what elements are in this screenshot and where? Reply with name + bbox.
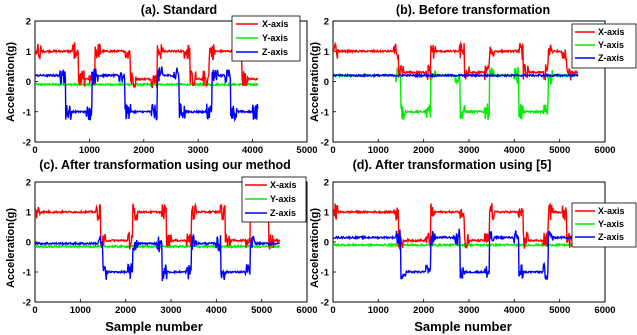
panel-a-ytick-label: 2 [26, 17, 31, 28]
panel-d-xtick-label: 5000 [549, 305, 570, 316]
panel-a-series-y-axis [35, 81, 259, 88]
panel-d-legend-y-label: Y-axis [598, 219, 624, 229]
panel-c-legend: X-axis Y-axis Z-axis [241, 176, 307, 223]
panel-b-series-z-axis [333, 72, 579, 79]
panel-b-title: (b). Before transformation [396, 3, 550, 17]
panel-d-ylabel: Acceleration(g) [309, 208, 321, 288]
panel-b-legend-y-label: Y-axis [598, 40, 624, 50]
panel-d-ytick-label: 1 [324, 208, 330, 219]
panel-b-axes-frame [332, 20, 606, 143]
panel-b: (b). Before transformation Acceleration(… [309, 3, 637, 157]
panel-b-ytick-label: 1 [324, 47, 330, 58]
panel-d-xtick-label: 1000 [368, 305, 389, 316]
panel-c-ytick-label: 2 [26, 178, 31, 189]
panel-d-ytick-label: 0 [324, 238, 329, 249]
panel-a: (a). Standard Acceleration(g) 0 1000 2000 3… [5, 3, 318, 156]
panel-b-xtick-label: 2000 [413, 145, 434, 156]
panel-a-ytick-label: 0 [26, 77, 31, 88]
panel-b-legend-z-label: Z-axis [598, 53, 624, 63]
panel-d-series-z-axis [333, 228, 579, 280]
panel-a-title: (a). Standard [141, 3, 217, 17]
panel-d-ytick-label: 2 [324, 178, 329, 189]
panel-c-ytick-label: -1 [23, 268, 32, 279]
panel-d-legend-x-label: X-axis [598, 206, 625, 216]
panel-c-xlabel: Sample number [105, 319, 203, 334]
panel-b-ylabel: Acceleration(g) [309, 42, 321, 122]
panel-a-xtick-label: 3000 [188, 145, 209, 156]
panel-b-xtick-label: 5000 [549, 145, 570, 156]
panel-a-xtick-label: 2000 [133, 145, 154, 156]
panel-b-legend: X-axis Y-axis Z-axis [571, 23, 637, 69]
panel-d-xtick-label: 6000 [594, 305, 615, 316]
panel-a-legend-x-label: X-axis [262, 19, 289, 29]
panel-c-xtick-label: 4000 [206, 305, 227, 316]
panel-c-xtick-label: 0 [32, 305, 37, 316]
panel-d-legend: X-axis Y-axis Z-axis [571, 202, 637, 248]
panel-b-series-x-axis [333, 41, 579, 81]
panel-a-ytick-label: 1 [26, 47, 32, 58]
panel-b-xtick-label: 0 [330, 145, 335, 156]
panel-c-legend-z-label: Z-axis [270, 208, 296, 218]
panel-a-ytick-label: -1 [23, 107, 32, 118]
panel-b-ytick-label: 0 [324, 77, 329, 88]
panel-c-ytick-label: 0 [26, 238, 31, 249]
panel-c-ytick-label: 1 [26, 208, 32, 219]
panel-d-ytick-label: -1 [321, 268, 330, 279]
panel-d-xtick-label: 0 [330, 305, 335, 316]
panel-a-series-z-axis [35, 66, 259, 123]
panel-c-ylabel: Acceleration(g) [5, 208, 17, 288]
panel-c: (c). After transformation using our meth… [5, 158, 318, 334]
panel-c-legend-y-label: Y-axis [270, 194, 296, 204]
panel-b-xtick-label: 4000 [504, 145, 525, 156]
panel-c-series-x-axis [35, 202, 281, 250]
panel-c-legend-x-label: X-axis [270, 180, 297, 190]
panel-c-xtick-label: 3000 [160, 305, 181, 316]
panel-a-xtick-label: 1000 [79, 145, 100, 156]
panel-c-xtick-label: 5000 [251, 305, 272, 316]
panel-c-series-z-axis [35, 233, 281, 282]
panel-d-legend-z-label: Z-axis [598, 232, 624, 242]
panel-a-xtick-label: 0 [32, 145, 37, 156]
panel-d-series-x-axis [333, 203, 579, 251]
panel-d-xtick-label: 2000 [413, 305, 434, 316]
panel-a-legend-z-label: Z-axis [262, 47, 288, 57]
panel-a-xtick-label: 5000 [296, 145, 317, 156]
panel-b-xtick-label: 6000 [594, 145, 615, 156]
panel-d-ytick-label: -2 [321, 298, 329, 309]
panel-b-legend-x-label: X-axis [598, 27, 625, 37]
panel-a-legend-y-label: Y-axis [262, 33, 288, 43]
panel-d-xtick-label: 3000 [458, 305, 479, 316]
panel-a-plot: 0 1000 2000 3000 4000 5000 2 1 0 -1 -2 [23, 17, 318, 157]
panel-b-ytick-label: 2 [324, 17, 329, 28]
panel-b-legend-box [571, 23, 637, 69]
panel-c-xtick-label: 1000 [70, 305, 91, 316]
panel-a-xtick-label: 4000 [242, 145, 263, 156]
panel-c-plot: 0 1000 2000 3000 4000 5000 6000 2 1 0 -1 -2 [23, 178, 318, 317]
panel-c-xtick-label: 2000 [115, 305, 136, 316]
panel-c-ytick-label: -2 [23, 298, 31, 309]
panel-a-ylabel: Acceleration(g) [5, 42, 17, 122]
panel-d-xlabel: Sample number [414, 319, 512, 334]
panel-d-title: (d). After transformation using [5] [353, 158, 552, 172]
panel-d: (d). After transformation using [5] Acce… [309, 158, 637, 334]
panel-b-ytick-label: -1 [321, 107, 330, 118]
panel-c-title: (c). After transformation using our meth… [39, 158, 291, 172]
panel-b-xtick-label: 3000 [458, 145, 479, 156]
panel-b-ytick-label: -2 [321, 138, 329, 149]
panel-d-series-y-axis [333, 241, 579, 249]
panel-a-series-x-axis [35, 42, 259, 89]
panel-a-legend: X-axis Y-axis Z-axis [231, 15, 301, 62]
panel-d-plot: 0 1000 2000 3000 4000 5000 6000 2 1 0 -1 -2 [321, 178, 616, 317]
panel-c-xtick-label: 6000 [296, 305, 317, 316]
panel-a-ytick-label: -2 [23, 138, 31, 149]
panel-b-xtick-label: 1000 [368, 145, 389, 156]
panel-d-xtick-label: 4000 [504, 305, 525, 316]
panel-b-plot: 0 1000 2000 3000 4000 5000 6000 2 1 0 -1 -2 [321, 17, 616, 157]
